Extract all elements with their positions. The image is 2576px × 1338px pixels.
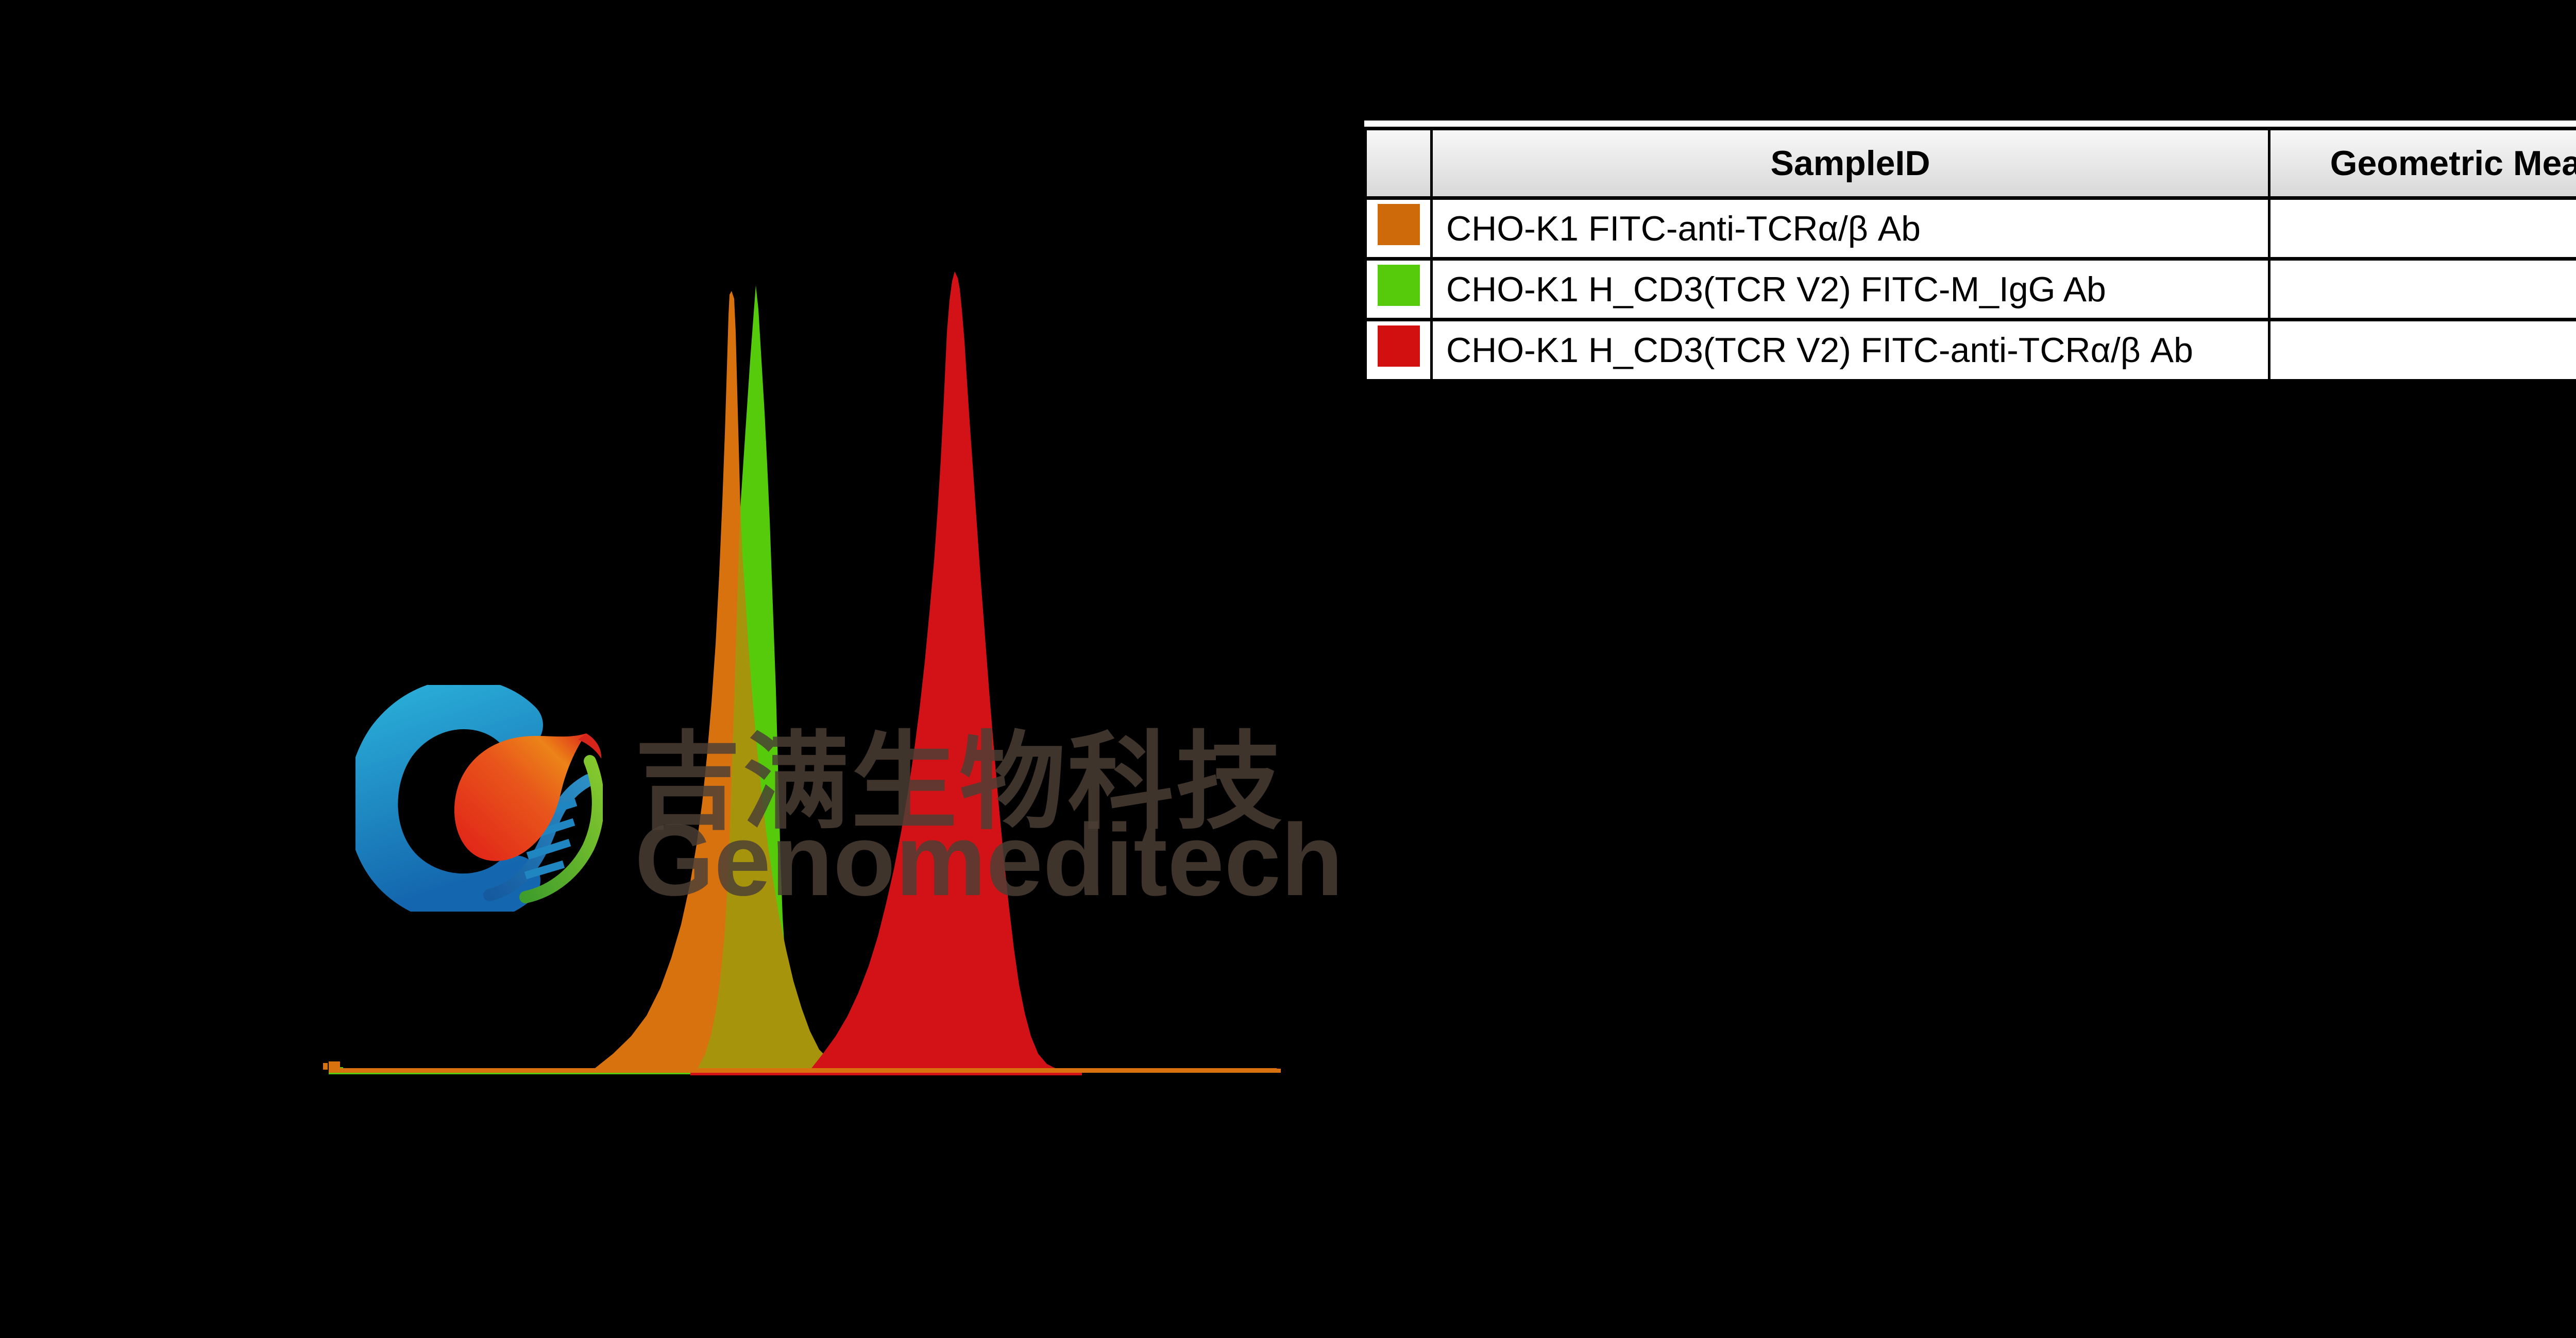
row-geomean-value: 650 xyxy=(2268,257,2576,321)
logo-blue-swirl-icon xyxy=(355,685,543,912)
right-nub xyxy=(1277,1069,1281,1073)
orange-peak-area xyxy=(592,291,851,1070)
row-sample-name: CHO-K1 H_CD3(TCR V2) FITC-anti-TCRα/β Ab xyxy=(1430,318,2270,382)
table-row: CHO-K1 H_CD3(TCR V2) FITC-M_IgG Ab 650 xyxy=(1364,257,2576,321)
row-geomean-value: 35953 xyxy=(2268,318,2576,382)
stats-table: SampleID Geometric Mean : B530-H CHO-K1 … xyxy=(1364,128,2576,382)
overlap-area xyxy=(697,507,851,1070)
stats-table-container: SampleID Geometric Mean : B530-H CHO-K1 … xyxy=(1364,121,2576,382)
logo-flame-icon xyxy=(454,733,602,861)
table-row: CHO-K1 H_CD3(TCR V2) FITC-anti-TCRα/β Ab… xyxy=(1364,318,2576,382)
table-header-geomean: Geometric Mean : B530-H xyxy=(2268,128,2576,199)
table-row: CHO-K1 FITC-anti-TCRα/β Ab 373 xyxy=(1364,196,2576,260)
table-header-sampleid: SampleID xyxy=(1430,128,2270,199)
baseline-orange xyxy=(329,1068,1277,1073)
red-peak-area xyxy=(810,271,1069,1070)
row-swatch-cell xyxy=(1364,257,1433,321)
watermark-chinese-text: 吉满生物科技 xyxy=(635,721,1284,844)
row-swatch-cell xyxy=(1364,196,1433,260)
table-top-white-line xyxy=(1364,121,2576,127)
left-tick xyxy=(323,1063,328,1070)
watermark-english-text: Genomeditech xyxy=(635,803,1344,917)
row-sample-name: CHO-K1 FITC-anti-TCRα/β Ab xyxy=(1430,196,2270,260)
start-bump-orange xyxy=(329,1061,340,1069)
row-sample-name: CHO-K1 H_CD3(TCR V2) FITC-M_IgG Ab xyxy=(1430,257,2270,321)
red-series-swatch-icon xyxy=(1377,325,1420,367)
green-series-swatch-icon xyxy=(1377,264,1420,306)
table-corner-cell xyxy=(1364,128,1433,199)
table-header-row: SampleID Geometric Mean : B530-H xyxy=(1364,128,2576,199)
row-swatch-cell xyxy=(1364,318,1433,382)
row-geomean-value: 373 xyxy=(2268,196,2576,260)
green-peak-area xyxy=(697,285,811,1070)
genomeditech-logo xyxy=(355,685,603,912)
orange-series-swatch-icon xyxy=(1377,203,1420,245)
baseline-red xyxy=(690,1072,1082,1075)
logo-green-ribbon-icon xyxy=(519,755,603,903)
